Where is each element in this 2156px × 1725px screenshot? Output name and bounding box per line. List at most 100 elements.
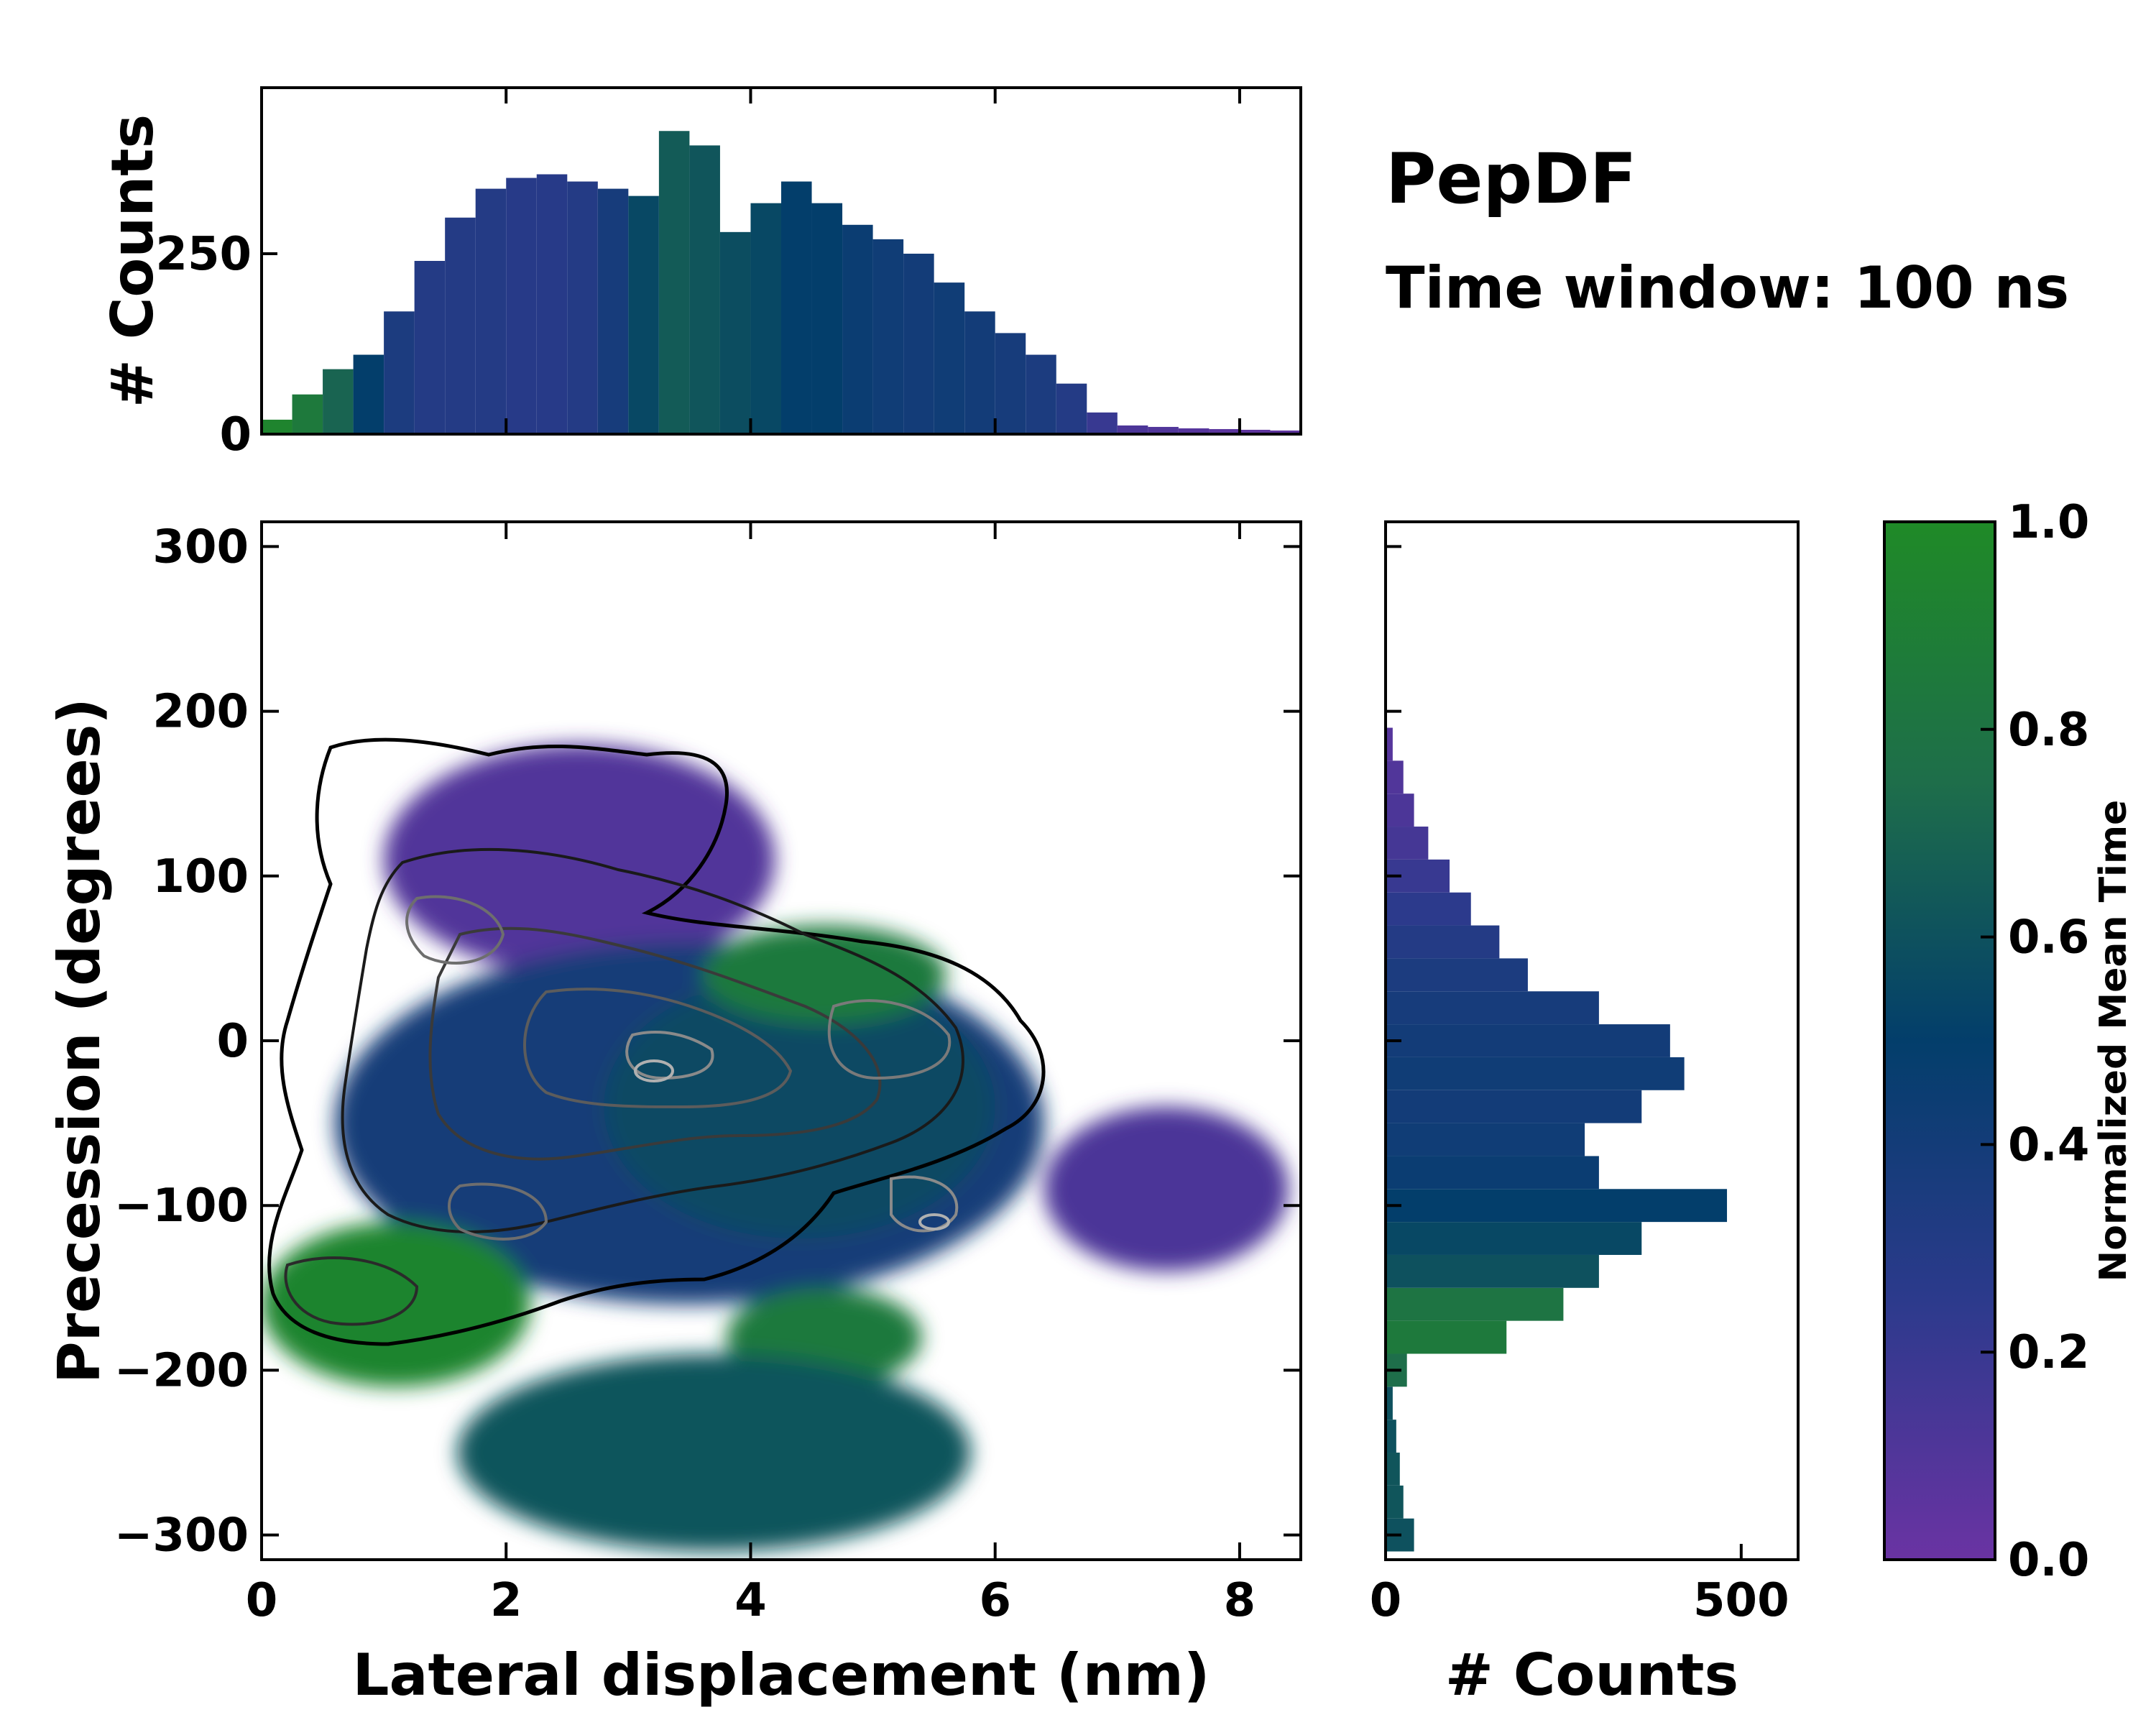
top-histogram-bar bbox=[445, 217, 476, 434]
right-histogram-bar bbox=[1386, 1453, 1400, 1486]
right-histogram-bar bbox=[1386, 1156, 1599, 1190]
right-histogram-bar bbox=[1386, 1320, 1507, 1354]
top-histogram-bar bbox=[1117, 425, 1148, 434]
top-histogram-bar bbox=[719, 231, 751, 434]
right-histogram-bar bbox=[1386, 1254, 1599, 1288]
right-histogram-xlabel: # Counts bbox=[1445, 1642, 1738, 1708]
y-axis-label: Precession (degrees) bbox=[46, 698, 113, 1384]
top-histogram: 0 250 # Counts bbox=[99, 86, 1302, 461]
colorbar-tick-label: 0.6 bbox=[2008, 911, 2089, 965]
top-histogram-bar bbox=[1056, 383, 1087, 434]
right-histogram-bar bbox=[1386, 1090, 1642, 1123]
x-tick-label: 4 bbox=[734, 1574, 767, 1627]
top-histogram-bar bbox=[628, 196, 659, 434]
top-histogram-bar bbox=[689, 145, 720, 435]
right-histogram-bar bbox=[1386, 958, 1528, 992]
y-tick-label: 300 bbox=[152, 520, 249, 574]
top-histogram-bar bbox=[506, 178, 537, 435]
chart-title: PepDF bbox=[1386, 139, 1636, 219]
colorbar-tick-label: 1.0 bbox=[2008, 496, 2089, 549]
y-tick-label: 0 bbox=[216, 1015, 249, 1068]
colorbar-tick-label: 0.8 bbox=[2008, 704, 2089, 757]
right-histogram-bar bbox=[1386, 991, 1599, 1025]
colorbar-label: Normalized Mean Time bbox=[2092, 800, 2135, 1282]
top-histogram-bar bbox=[1087, 412, 1118, 434]
top-histogram-bar bbox=[536, 174, 568, 434]
top-histogram-bar bbox=[750, 203, 781, 434]
right-histogram-bar bbox=[1386, 1386, 1393, 1420]
top-histogram-bar bbox=[1148, 426, 1179, 434]
y-tick-label: 200 bbox=[152, 686, 249, 739]
top-histogram-bars bbox=[262, 131, 1301, 435]
colorbar-tick-label: 0.0 bbox=[2008, 1534, 2089, 1587]
right-histogram-ticks: 0 500 bbox=[1370, 545, 1789, 1627]
top-histogram-bar bbox=[872, 239, 904, 434]
main-heatmap-ticks bbox=[260, 522, 1301, 1560]
top-histogram-ylabel: # Counts bbox=[99, 114, 166, 408]
right-histogram: 0 500 # Counts bbox=[1370, 520, 1800, 1708]
y-tick-label: −300 bbox=[114, 1509, 249, 1563]
x-axis-label: Lateral displacement (nm) bbox=[353, 1642, 1210, 1708]
heatmap-contours bbox=[267, 737, 1046, 1346]
x-tick-label: 2 bbox=[490, 1574, 522, 1627]
right-histogram-xtick-label: 500 bbox=[1693, 1574, 1789, 1627]
right-histogram-bar bbox=[1386, 827, 1429, 860]
top-histogram-bar bbox=[842, 224, 873, 434]
top-histogram-bar bbox=[1178, 428, 1210, 434]
top-histogram-bar bbox=[475, 188, 507, 434]
main-heatmap: 0 2 4 6 8 300 200 100 0 −100 −200 −300 Lateral disp… bbox=[46, 520, 1302, 1708]
top-histogram-bar bbox=[1209, 428, 1240, 434]
colorbar-frame bbox=[1883, 520, 1996, 1561]
top-histogram-bar bbox=[384, 311, 415, 434]
top-histogram-bar bbox=[1239, 429, 1271, 434]
top-histogram-bar bbox=[964, 311, 995, 434]
colorbar-tick-label: 0.4 bbox=[2008, 1118, 2089, 1172]
y-tick-label: 100 bbox=[152, 850, 249, 903]
colorbar: 0.0 0.2 0.4 0.6 0.8 1.0 Normalized Mean Time bbox=[1883, 496, 2135, 1587]
colorbar-tick-label: 0.2 bbox=[2008, 1326, 2089, 1379]
right-histogram-bar bbox=[1386, 1485, 1404, 1519]
right-histogram-bar bbox=[1386, 1189, 1728, 1223]
top-histogram-bar bbox=[323, 369, 354, 434]
right-histogram-bar bbox=[1386, 892, 1471, 926]
right-histogram-bar bbox=[1386, 1222, 1642, 1255]
top-histogram-bar bbox=[995, 333, 1026, 434]
top-histogram-bar bbox=[567, 181, 598, 434]
right-histogram-bar bbox=[1386, 1057, 1685, 1090]
colorbar-ticks: 0.0 0.2 0.4 0.6 0.8 1.0 bbox=[1981, 496, 2089, 1587]
heatmap-region-bottom-teal bbox=[457, 1353, 971, 1552]
top-histogram-bar bbox=[1026, 354, 1056, 434]
top-histogram-bar bbox=[414, 261, 446, 434]
top-histogram-bar bbox=[934, 282, 965, 434]
top-histogram-bar bbox=[292, 394, 323, 434]
x-tick-label: 0 bbox=[246, 1574, 278, 1627]
top-histogram-bar bbox=[353, 354, 384, 434]
y-tick-label: −200 bbox=[114, 1344, 249, 1397]
top-histogram-bar bbox=[597, 188, 629, 434]
top-histogram-bar bbox=[658, 131, 690, 434]
top-histogram-bar bbox=[781, 181, 812, 434]
right-histogram-xtick-label: 0 bbox=[1370, 1574, 1402, 1627]
right-histogram-bar bbox=[1386, 1420, 1396, 1453]
right-histogram-bar bbox=[1386, 760, 1404, 794]
top-histogram-ticks: 0 250 bbox=[155, 88, 1241, 461]
right-histogram-bar bbox=[1386, 794, 1414, 827]
x-tick-label: 8 bbox=[1224, 1574, 1256, 1627]
top-histogram-bar bbox=[262, 419, 292, 434]
right-histogram-bar bbox=[1386, 925, 1500, 959]
chart-subtitle: Time window: 100 ns bbox=[1386, 254, 2069, 321]
top-histogram-bar bbox=[1270, 430, 1301, 434]
colorbar-gradient bbox=[1884, 522, 1995, 1560]
x-tick-label: 6 bbox=[979, 1574, 1011, 1627]
right-histogram-bar bbox=[1386, 1287, 1564, 1321]
y-tick-label: −100 bbox=[114, 1179, 249, 1233]
heatmap-region-right-purple bbox=[1044, 1106, 1289, 1271]
top-histogram-ytick-label: 250 bbox=[155, 228, 252, 281]
top-histogram-bar bbox=[903, 253, 934, 434]
top-histogram-frame bbox=[260, 86, 1302, 436]
heatmap-regions bbox=[262, 522, 1301, 1560]
right-histogram-bar bbox=[1386, 1024, 1670, 1057]
right-histogram-bar bbox=[1386, 1123, 1585, 1156]
heatmap-region-lower-left-green bbox=[262, 1222, 531, 1387]
